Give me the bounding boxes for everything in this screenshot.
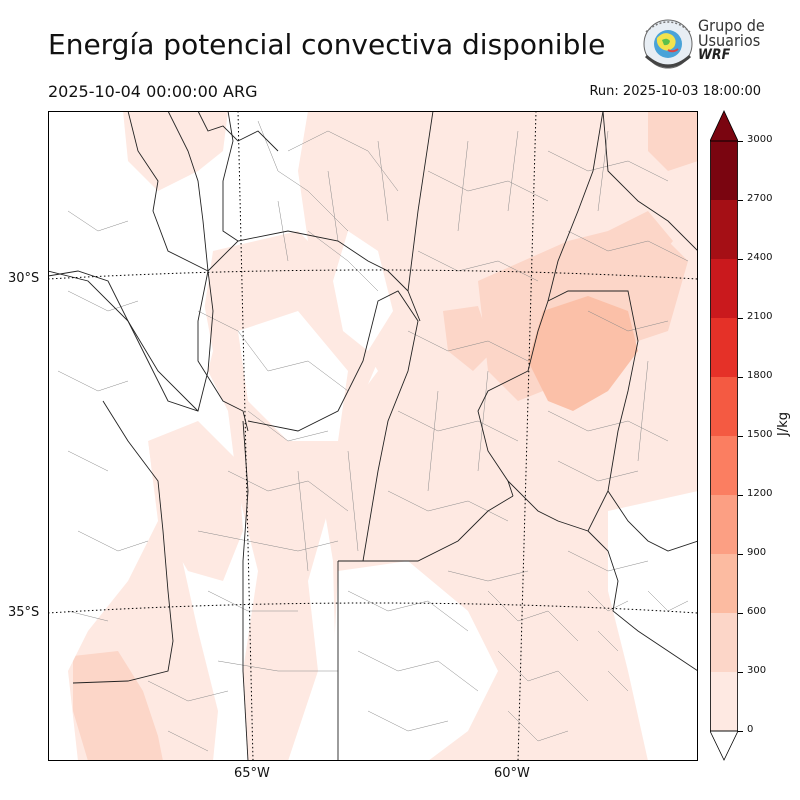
cape-gap-andes-south (48, 401, 158, 671)
colorbar-unit: J/kg (776, 412, 791, 436)
colorbar-tick-label: 1200 (747, 488, 773, 499)
colorbar-tick-label: 0 (747, 724, 754, 735)
department-boundaries (57, 120, 689, 752)
cape-gap-coast (608, 491, 698, 761)
colorbar-tick-mark (738, 377, 743, 378)
border-santiago-estero (222, 111, 239, 242)
lon-label-65w: 65°W (234, 766, 270, 781)
colorbar-segment (710, 318, 738, 377)
border-cordoba-south (247, 290, 419, 562)
colorbar-extend-top (710, 110, 738, 142)
cape-area-top-right (648, 111, 698, 171)
globe-icon (643, 19, 693, 69)
logo-line-3: WRF (698, 47, 731, 63)
border-top (197, 111, 279, 152)
border-uruguay (607, 490, 698, 552)
graticule-65w (237, 111, 254, 761)
cape-area-mid-west (148, 421, 243, 581)
lat-label-30s: 30°S (8, 271, 40, 286)
colorbar-tick-mark (738, 141, 743, 142)
colorbar-tick-mark (738, 436, 743, 437)
colorbar-tick-mark (738, 613, 743, 614)
cape-area-sw (73, 651, 163, 761)
colorbar-tick-label: 3000 (747, 134, 773, 145)
colorbar-segment (710, 672, 738, 731)
colorbar-segment (710, 200, 738, 259)
colorbar-tick-label: 2100 (747, 311, 773, 322)
colorbar-extend-bottom (710, 730, 738, 761)
cape-area-north (123, 111, 228, 191)
colorbar-tick-mark (738, 318, 743, 319)
colorbar-tick-label: 300 (747, 665, 767, 676)
cape-shading (48, 111, 698, 761)
colorbar-tick-mark (738, 495, 743, 496)
colorbar-tick-label: 900 (747, 547, 767, 558)
logo-line-1: Grupo de (698, 16, 765, 35)
lat-label-35s: 35°S (8, 605, 40, 620)
cape-area-nw-patch (443, 306, 493, 371)
graticule-30s (48, 269, 698, 280)
border-chile-argentina (48, 111, 214, 412)
colorbar-segment (710, 495, 738, 554)
lon-label-60w: 60°W (494, 766, 530, 781)
run-time: Run: 2025-10-03 18:00:00 (589, 84, 761, 99)
logo-text: Grupo de Usuarios WRF (698, 18, 765, 63)
border-buenos-aires-north (338, 495, 514, 562)
map-frame (48, 111, 698, 761)
colorbar-tick-label: 2700 (747, 193, 773, 204)
border-corrientes (568, 111, 698, 252)
cape-gap-andes-north (48, 111, 213, 441)
colorbar-tick-label: 1500 (747, 429, 773, 440)
border-catamarca (167, 111, 209, 272)
colorbar-tick-mark (738, 200, 743, 201)
colorbar-tick-mark (738, 259, 743, 260)
colorbar-tick-mark (738, 731, 743, 732)
colorbar-tick-label: 2400 (747, 252, 773, 263)
coastline-rio-de-la-plata (587, 530, 698, 672)
logo-line-2: Usuarios (698, 31, 761, 50)
colorbar-segment (710, 554, 738, 613)
wrf-group-logo: Grupo de Usuarios WRF (640, 16, 770, 72)
page-title: Energía potencial convectiva disponible (48, 28, 606, 61)
border-mendoza-la-pampa (242, 670, 249, 761)
border-entre-rios (507, 290, 639, 532)
border-san-juan-la-rioja (48, 270, 199, 412)
colorbar-segment (710, 141, 738, 200)
cape-map (48, 111, 698, 761)
colorbar-tick-label: 600 (747, 606, 767, 617)
cape-gap-central (238, 311, 348, 441)
colorbar-segment (710, 259, 738, 318)
colorbar-segment (710, 613, 738, 672)
cape-gap-south (333, 561, 498, 761)
border-cordoba-west (197, 270, 249, 432)
colorbar (710, 110, 738, 761)
valid-time: 2025-10-04 00:00:00 ARG (48, 82, 258, 101)
colorbar-segment (710, 377, 738, 436)
graticule-60w (517, 111, 537, 761)
graticule-35s (48, 602, 698, 614)
colorbar-segment (710, 436, 738, 495)
graticule (48, 111, 698, 761)
border-santa-fe-east (477, 111, 604, 497)
border-cuyo (72, 400, 174, 684)
cape-area-ne-patch (608, 211, 673, 271)
colorbar-tick-mark (738, 672, 743, 673)
colorbar-frame (710, 140, 738, 732)
colorbar-tick-mark (738, 554, 743, 555)
colorbar-tick-label: 1800 (747, 370, 773, 381)
cape-area-ne-core (528, 296, 638, 411)
border-santa-fe-west (407, 111, 434, 322)
